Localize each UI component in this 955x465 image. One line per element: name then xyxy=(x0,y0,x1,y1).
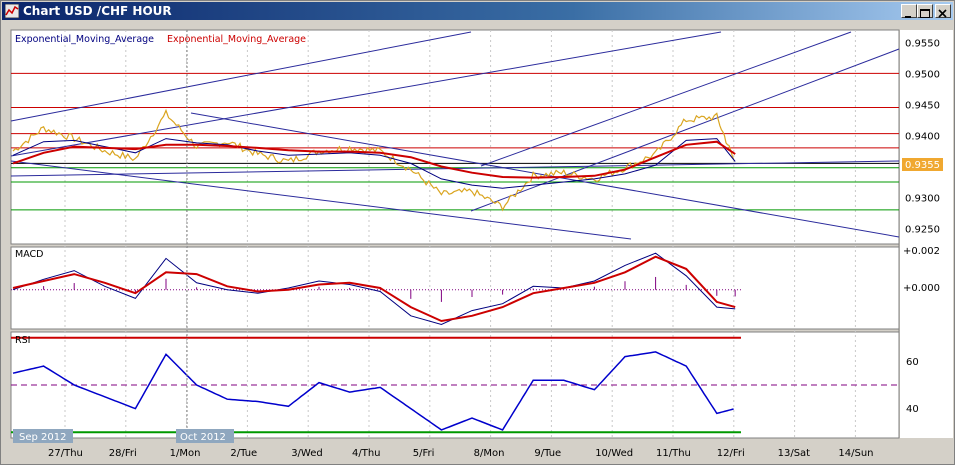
macd-tick-top: +0.002 xyxy=(903,246,940,257)
x-axis-label: 3/Wed xyxy=(291,448,323,459)
x-axis-label: 27/Thu xyxy=(48,448,83,459)
x-axis-label: 10/Wed xyxy=(595,448,633,459)
minimize-icon xyxy=(905,16,911,18)
price-axis-tick: 0.9550 xyxy=(905,38,940,49)
ema-slow-line xyxy=(12,140,736,179)
price-axis-tick: 0.9450 xyxy=(905,100,940,111)
rsi-tick-60: 60 xyxy=(906,357,919,368)
x-axis-label: 12/Fri xyxy=(717,448,745,459)
maximize-icon xyxy=(920,9,930,18)
price-series xyxy=(12,108,736,212)
price-axis-tick: 0.9500 xyxy=(905,69,940,80)
x-axis-label: 2/Tue xyxy=(230,448,257,459)
x-axis-label: 5/Fri xyxy=(413,448,435,459)
macd-pane[interactable] xyxy=(10,246,900,330)
macd-tick-zero: +0.000 xyxy=(903,283,940,294)
x-axis-labels: 27/Thu 28/Fri 1/Mon 2/Tue 3/Wed 4/Thu 5/Fri 8/M… xyxy=(48,448,874,459)
x-axis-label: 28/Fri xyxy=(109,448,137,459)
x-axis-label: 11/Thu xyxy=(656,448,691,459)
current-price-marker xyxy=(902,158,943,171)
trend-channel-line xyxy=(10,31,722,157)
chart-app-icon xyxy=(5,4,19,18)
x-axis-label: 13/Sat xyxy=(778,448,811,459)
trend-channel-line xyxy=(480,31,852,167)
price-axis-tick: 0.9250 xyxy=(905,224,940,235)
rsi-tick-40: 40 xyxy=(906,404,919,415)
macd-signal-line xyxy=(12,255,736,323)
month-tag-sep-label: Sep 2012 xyxy=(19,432,66,443)
close-button[interactable] xyxy=(935,4,951,18)
legend-ema-slow: Exponential_Moving_Average xyxy=(167,34,306,45)
minimize-button[interactable] xyxy=(901,4,917,18)
price-line xyxy=(12,108,735,212)
window-title: Chart USD /CHF HOUR xyxy=(23,4,172,18)
price-pane[interactable] xyxy=(10,29,900,245)
title-bar[interactable]: Chart USD /CHF HOUR xyxy=(2,2,953,20)
legend-ema-fast: Exponential_Moving_Average xyxy=(15,34,154,45)
rsi-label: RSI xyxy=(15,335,30,346)
macd-label: MACD xyxy=(15,249,43,260)
month-tag-oct xyxy=(176,429,234,443)
current-price-label: 0.9355 xyxy=(905,160,940,171)
y-axis-panel xyxy=(900,30,953,438)
ema-fast-line xyxy=(12,138,736,189)
rsi-line xyxy=(12,351,734,431)
close-icon xyxy=(938,9,947,18)
chart-area[interactable]: Exponential_Moving_Average Exponential_M… xyxy=(1,21,954,464)
price-axis-tick: 0.9300 xyxy=(905,193,940,204)
macd-line xyxy=(12,252,736,326)
month-tag-sep xyxy=(13,429,73,443)
rsi-series xyxy=(11,336,899,434)
price-axis-tick: 0.9400 xyxy=(905,131,940,142)
x-axis-label: 4/Thu xyxy=(352,448,381,459)
x-axis-label: 8/Mon xyxy=(474,448,505,459)
x-axis-label: 14/Sun xyxy=(838,448,873,459)
macd-series xyxy=(11,252,741,326)
trend-channel-line xyxy=(10,31,472,122)
x-axis-label: 1/Mon xyxy=(170,448,201,459)
maximize-button[interactable] xyxy=(917,4,933,18)
x-axis-label: 9/Tue xyxy=(534,448,561,459)
month-tag-oct-label: Oct 2012 xyxy=(180,432,226,443)
